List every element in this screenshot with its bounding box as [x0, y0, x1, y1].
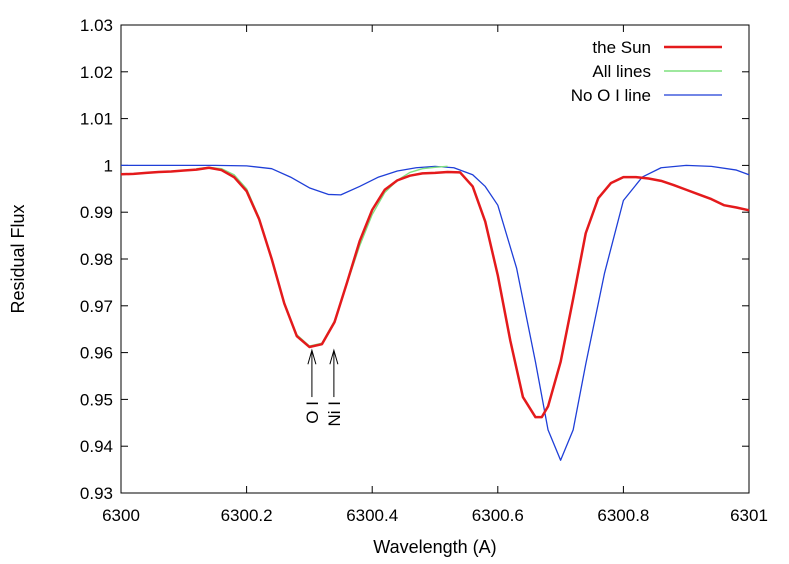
series-line-the-sun — [120, 166, 750, 419]
series-line-all-lines — [196, 165, 448, 347]
annotation-label: Ni I — [325, 401, 344, 427]
plot-frame — [120, 24, 750, 494]
x-tick-label: 6300 — [102, 506, 140, 525]
x-axis: 6300 6300.2 6300.4 6300.6 6300.8 6301 — [102, 25, 768, 525]
y-tick-label: 0.97 — [80, 297, 113, 316]
y-tick-label: 0.96 — [80, 344, 113, 363]
x-tick-label: 6301 — [730, 506, 768, 525]
x-tick-label: 6300.8 — [597, 506, 649, 525]
plot-area — [120, 24, 750, 494]
y-tick-label: 0.93 — [80, 484, 113, 503]
legend-label: the Sun — [592, 38, 651, 57]
annotation-label: O I — [303, 401, 322, 424]
y-axis: 0.93 0.94 0.95 0.96 0.97 0.98 0.99 1 1.01 1.02 1.0… — [80, 16, 749, 503]
annotation-arrowhead — [329, 348, 339, 365]
x-tick-label: 6300.4 — [346, 506, 398, 525]
y-tick-label: 0.95 — [80, 390, 113, 409]
annotation-arrowhead — [307, 348, 317, 365]
annotation-layer: O I Ni I — [303, 348, 344, 427]
legend-label: No O I line — [571, 86, 651, 105]
y-tick-label: 1.02 — [80, 63, 113, 82]
y-tick-label: 1.01 — [80, 110, 113, 129]
y-tick-label: 1 — [104, 156, 113, 175]
x-tick-label: 6300.2 — [221, 506, 273, 525]
legend-label: All lines — [592, 62, 651, 81]
y-axis-label: Residual Flux — [8, 204, 28, 313]
y-tick-label: 0.94 — [80, 437, 113, 456]
y-tick-label: 1.03 — [80, 16, 113, 35]
y-tick-label: 0.98 — [80, 250, 113, 269]
series-layer — [120, 164, 750, 461]
series-line-no-o-i-line — [121, 164, 750, 461]
x-tick-label: 6300.6 — [472, 506, 524, 525]
y-tick-label: 0.99 — [80, 203, 113, 222]
x-axis-label: Wavelength (A) — [373, 537, 496, 557]
legend: the Sun All lines No O I line — [571, 38, 722, 105]
